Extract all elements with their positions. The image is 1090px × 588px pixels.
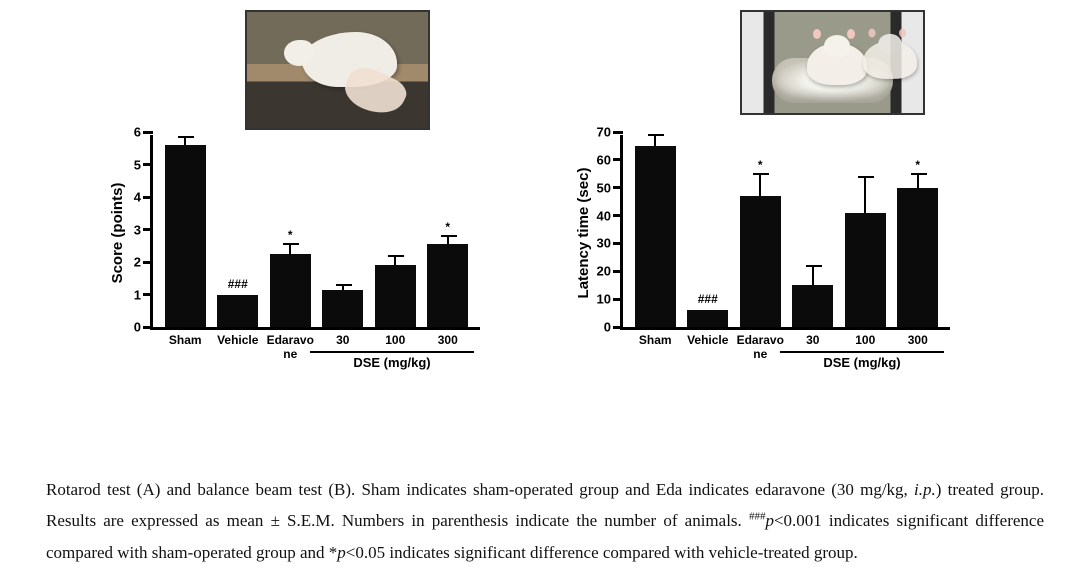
bar-slot: * [734,196,787,327]
y-tick-label: 20 [597,264,623,279]
figure-caption: Rotarod test (A) and balance beam test (… [46,474,1044,568]
y-tick-label: 70 [597,125,623,140]
rat-photo-a [247,12,428,128]
bar-slot [787,285,840,327]
bar [792,285,833,327]
caption-text: <0.05 indicates significant difference c… [346,543,858,562]
dse-group-label: DSE (mg/kg) [780,351,944,370]
panel-b: 010203040506070Latency time (sec)###**Sh… [560,10,1000,380]
y-tick-label: 10 [597,292,623,307]
error-bar [917,174,919,188]
error-bar [654,135,656,146]
bar [845,213,886,327]
chart-a-score: 0123456Score (points)###**ShamVehicleEda… [150,135,480,330]
bar-slot [369,265,422,327]
bar [740,196,781,327]
bar [217,295,258,328]
y-tick-label: 50 [597,180,623,195]
bar [687,310,728,327]
rat-icon [807,43,867,85]
rat-icon [863,41,917,79]
panel-a: 0123456Score (points)###**ShamVehicleEda… [90,10,530,380]
inset-photo-rotarod [245,10,430,130]
error-bar [289,244,291,254]
y-tick-label: 3 [134,222,153,237]
significance-marker: ### [228,277,248,291]
y-tick-label: 5 [134,157,153,172]
plot-area: 010203040506070Latency time (sec)###**Sh… [620,135,950,330]
caption-sig-hash-sup: ### [749,510,766,522]
bar [375,265,416,327]
bar [897,188,938,327]
y-tick-label: 60 [597,152,623,167]
bar-slot: * [264,254,317,327]
y-tick-label: 30 [597,236,623,251]
x-tick-label: Sham [629,327,682,361]
y-tick-label: 0 [604,320,623,335]
inset-photo-balance-beam [740,10,925,115]
dse-group-line [310,351,474,353]
significance-marker: * [758,158,763,172]
rat-photo-b [742,12,923,113]
error-bar [342,285,344,290]
y-tick-label: 4 [134,190,153,205]
x-tick-label: Sham [159,327,212,361]
x-tick-label: Edaravone [264,327,317,361]
chart-b-latency: 010203040506070Latency time (sec)###**Sh… [620,135,950,330]
rat-icon [302,32,397,87]
bar-slot [317,290,370,327]
dse-group-text: DSE (mg/kg) [310,355,474,370]
bar [635,146,676,327]
caption-text: Rotarod test (A) and balance beam test (… [46,480,914,499]
x-tick-label: Edaravone [734,327,787,361]
bar-slot: * [422,244,475,327]
error-bar [759,174,761,196]
bars-wrap: ###** [623,135,950,327]
error-bar [864,177,866,213]
bar [270,254,311,327]
bar-slot [839,213,892,327]
error-bar [394,256,396,266]
error-bar [447,236,449,244]
significance-marker: * [445,220,450,234]
caption-p: p [765,511,774,530]
significance-marker: * [915,158,920,172]
y-tick-label: 0 [134,320,153,335]
y-axis-label: Score (points) [109,183,126,284]
bar-slot: * [892,188,945,327]
y-axis-label: Latency time (sec) [575,168,592,299]
dse-group-label: DSE (mg/kg) [310,351,474,370]
figure-row: 0123456Score (points)###**ShamVehicleEda… [0,0,1090,380]
significance-marker: * [288,228,293,242]
x-tick-label: Vehicle [212,327,265,361]
error-bar [812,266,814,286]
y-tick-label: 6 [134,125,153,140]
caption-ip: i.p. [914,480,936,499]
caption-p: p [337,543,346,562]
dse-group-text: DSE (mg/kg) [780,355,944,370]
bars-wrap: ###** [153,135,480,327]
bar [322,290,363,327]
bar-slot [159,145,212,327]
plot-area: 0123456Score (points)###**ShamVehicleEda… [150,135,480,330]
dse-group-line [780,351,944,353]
bar-slot [629,146,682,327]
bar-slot: ### [682,310,735,327]
bar [165,145,206,327]
x-tick-label: Vehicle [682,327,735,361]
bar-slot: ### [212,295,265,328]
bar [427,244,468,327]
y-tick-label: 1 [134,287,153,302]
significance-marker: ### [698,292,718,306]
y-tick-label: 2 [134,255,153,270]
y-tick-label: 40 [597,208,623,223]
error-bar [184,137,186,145]
